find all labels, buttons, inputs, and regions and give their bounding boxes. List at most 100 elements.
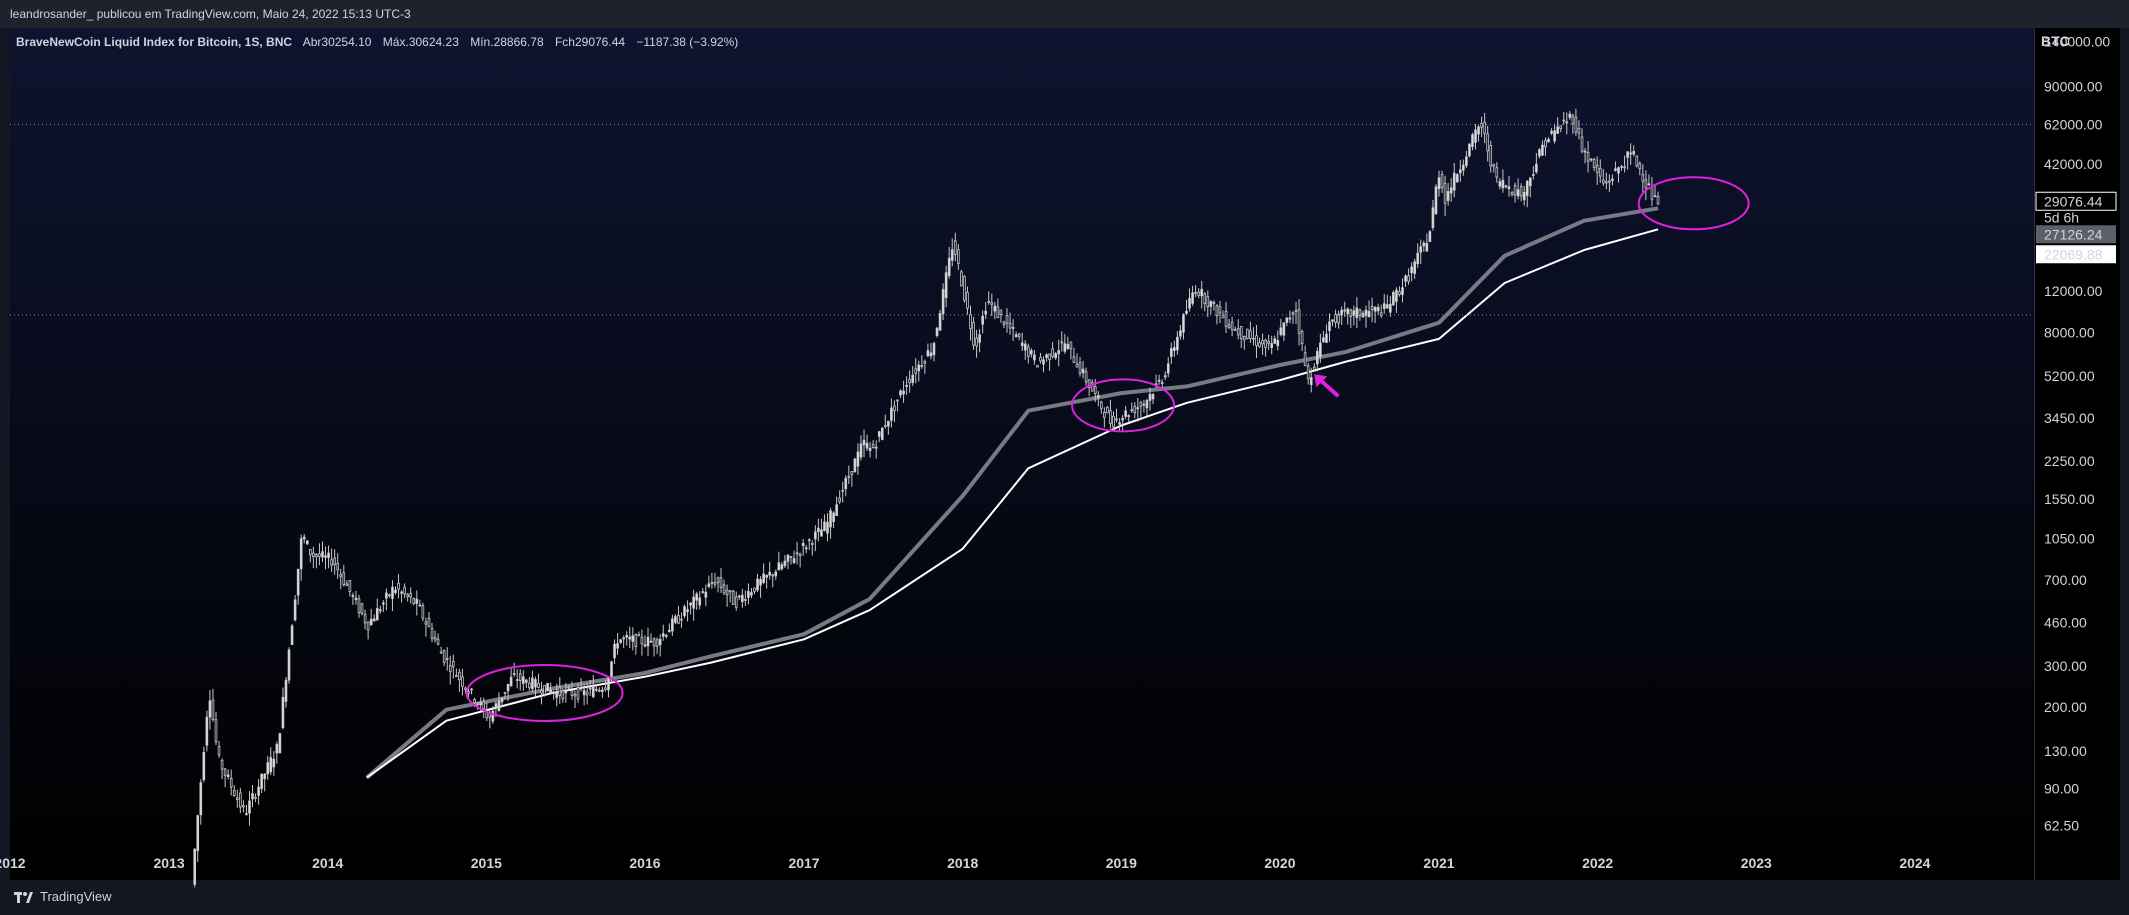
candle-body xyxy=(1288,317,1292,320)
candle-body xyxy=(1650,186,1654,200)
candle-body xyxy=(1279,327,1283,335)
price-axis[interactable] xyxy=(2034,28,2120,880)
candle-body xyxy=(947,257,951,276)
candle-body xyxy=(1611,178,1614,182)
candle-body xyxy=(1306,365,1310,380)
candle-body xyxy=(1337,313,1340,324)
candle-body xyxy=(1160,382,1164,384)
candle-body xyxy=(1157,379,1161,382)
candle-body xyxy=(1151,394,1155,400)
candle-body xyxy=(835,504,838,516)
legend-symbol: BraveNewCoin Liquid Index for Bitcoin, 1… xyxy=(16,35,292,49)
candle-body xyxy=(1042,359,1045,365)
candle-body xyxy=(932,342,936,356)
ma-line-grey xyxy=(365,206,1659,780)
candle-body xyxy=(430,628,434,639)
candle-body xyxy=(1030,350,1033,355)
candle-body xyxy=(1617,167,1620,174)
candle-body xyxy=(223,768,227,776)
candle-body xyxy=(1273,338,1277,344)
candle-body xyxy=(229,778,233,788)
candle-body xyxy=(211,699,215,720)
candle-body xyxy=(1206,296,1210,308)
candle-body xyxy=(926,350,930,357)
candle-body xyxy=(957,249,960,264)
candle-body xyxy=(193,848,197,885)
candle-body xyxy=(245,813,248,815)
candle-body xyxy=(409,593,413,598)
candle-body xyxy=(950,249,954,261)
candle-body xyxy=(1358,309,1362,317)
candle-body xyxy=(1185,310,1188,314)
candle-body xyxy=(585,691,589,696)
candle-body xyxy=(604,687,607,690)
candle-body xyxy=(1060,341,1064,344)
candle-body xyxy=(418,604,422,607)
candle-body xyxy=(403,586,406,595)
tradingview-brand[interactable]: TradingView xyxy=(14,889,112,904)
candle-body xyxy=(1312,366,1316,370)
chart-area[interactable] xyxy=(10,28,2034,880)
price-tick-label: 62.50 xyxy=(2044,817,2079,833)
ma-white-value-tag-bg xyxy=(2036,245,2116,264)
price-tick-label: 5d 6h xyxy=(2044,209,2079,225)
candle-body xyxy=(829,510,832,528)
candle-body xyxy=(388,594,391,597)
candle-body xyxy=(975,337,978,347)
candle-body xyxy=(610,661,613,677)
legend-open-value: 30254.10 xyxy=(321,35,371,49)
candle-body xyxy=(1550,130,1553,134)
candle-body xyxy=(1182,314,1185,333)
candle-body xyxy=(1239,326,1243,340)
candle-body xyxy=(649,640,653,643)
candle-body xyxy=(1112,415,1115,428)
candle-body xyxy=(491,710,495,722)
candle-body xyxy=(278,733,282,754)
candle-body xyxy=(476,702,479,706)
candle-body xyxy=(339,574,343,577)
candle-body xyxy=(1133,405,1137,414)
candle-body xyxy=(1270,343,1273,348)
candle-body xyxy=(1565,121,1569,124)
price-tick-label: 2250.00 xyxy=(2044,453,2095,469)
candle-body xyxy=(1443,183,1447,204)
candle-body xyxy=(689,602,692,606)
candle-body xyxy=(890,407,893,421)
candle-body xyxy=(1541,144,1544,156)
candle-body xyxy=(664,634,668,637)
candle-body xyxy=(938,313,942,331)
candle-body xyxy=(1489,145,1493,167)
ma-white-value-tag: 22069.88 xyxy=(2044,246,2103,262)
candle-body xyxy=(263,773,266,779)
candle-body xyxy=(1601,179,1605,184)
candle-body xyxy=(686,609,689,613)
candle-body xyxy=(722,584,726,594)
candle-body xyxy=(1261,340,1264,345)
candle-body xyxy=(862,439,866,446)
candle-body xyxy=(637,634,641,637)
candle-body xyxy=(1087,379,1091,388)
candle-body xyxy=(972,322,975,346)
candle-body xyxy=(1163,375,1167,378)
candle-body xyxy=(847,476,851,478)
candle-body xyxy=(509,676,513,687)
candle-body xyxy=(1595,165,1599,173)
current-price-tag: 29076.44 xyxy=(2044,193,2103,209)
candle-body xyxy=(795,552,799,555)
candle-body xyxy=(850,471,854,476)
candle-body xyxy=(884,425,887,428)
candle-body xyxy=(692,596,695,609)
price-tick-label: 200.00 xyxy=(2044,699,2087,715)
candle-body xyxy=(515,679,519,681)
candle-body xyxy=(470,688,473,691)
time-tick-label: 2020 xyxy=(1264,855,1295,871)
candle-body xyxy=(1258,342,1261,348)
candle-body xyxy=(1589,158,1593,161)
candle-body xyxy=(348,579,352,592)
candle-body xyxy=(1017,333,1021,337)
candle-body xyxy=(1404,275,1407,282)
candle-body xyxy=(1471,134,1474,147)
candle-body xyxy=(658,638,662,646)
candle-body xyxy=(1449,187,1453,194)
